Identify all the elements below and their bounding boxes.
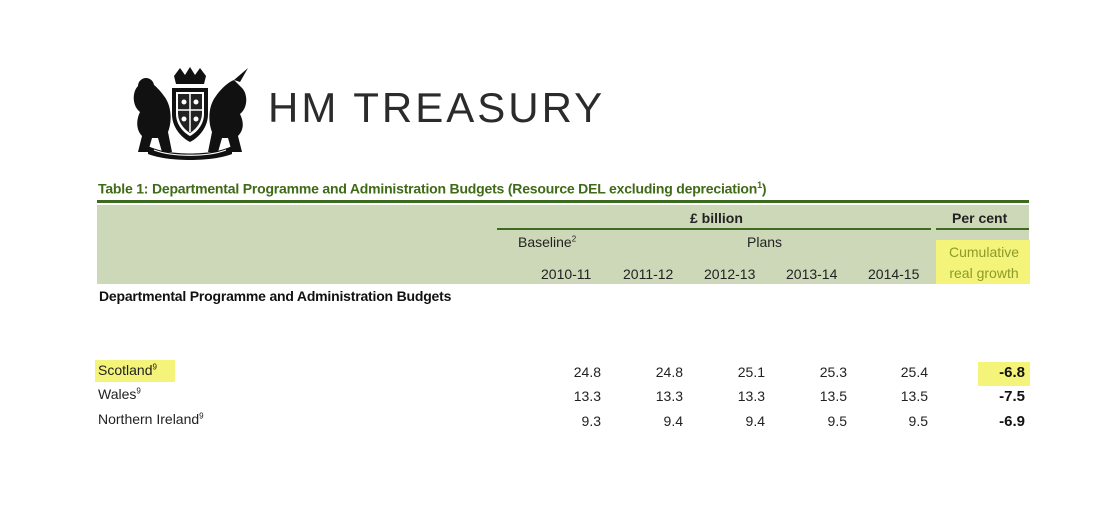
- table-cell: 9.4: [663, 413, 683, 429]
- year-header: 2010-11: [541, 266, 592, 282]
- baseline-label-text: Baseline: [518, 234, 572, 250]
- table-cell: 13.5: [900, 388, 928, 404]
- table-header-band: [97, 205, 1029, 284]
- table-cell: 13.5: [819, 388, 847, 404]
- table-cell: 13.3: [655, 388, 683, 404]
- growth-value: -6.8: [999, 364, 1025, 381]
- year-header: 2013-14: [786, 266, 838, 282]
- row-label-text: Wales: [98, 386, 137, 402]
- baseline-footnote: 2: [571, 234, 577, 244]
- billion-underline: [497, 228, 931, 230]
- royal-coat-of-arms-icon: [128, 66, 252, 160]
- growth-value: -6.9: [999, 413, 1025, 430]
- row-label: Scotland9: [98, 362, 157, 378]
- table-title-text: Table 1: Departmental Programme and Admi…: [98, 180, 758, 197]
- row-label-highlight: [95, 360, 175, 382]
- table-cell: 25.4: [900, 364, 928, 380]
- table-cell: 24.8: [573, 364, 601, 380]
- plans-label: Plans: [747, 234, 783, 250]
- unit-label: £ billion: [690, 210, 743, 226]
- year-header: 2012-13: [704, 266, 756, 282]
- year-header: 2011-12: [623, 266, 674, 282]
- table-title-close: ): [761, 180, 767, 197]
- logo-wordmark: HM TREASURY: [268, 84, 606, 131]
- row-label-text: Scotland: [98, 362, 153, 378]
- row-label-footnote: 9: [152, 362, 157, 372]
- table-title-footnote: 1: [757, 180, 762, 190]
- percent-underline: [936, 228, 1029, 230]
- growth-label-line1: Cumulative: [948, 244, 1020, 260]
- table-cell: 9.3: [581, 413, 601, 429]
- growth-label-line2: real growth: [949, 265, 1019, 281]
- percent-label: Per cent: [952, 210, 1008, 226]
- row-label-text: Northern Ireland: [98, 411, 200, 427]
- row-label: Wales9: [98, 386, 141, 402]
- row-label: Northern Ireland9: [98, 411, 204, 427]
- growth-label-highlight: [936, 240, 1030, 284]
- table-cell: 13.3: [573, 388, 601, 404]
- year-header: 2014-15: [868, 266, 920, 282]
- table-title: Table 1: Departmental Programme and Admi…: [98, 180, 767, 197]
- growth-value: -7.5: [999, 388, 1025, 405]
- table-cell: 25.1: [737, 364, 765, 380]
- table-cell: 25.3: [819, 364, 847, 380]
- baseline-label: Baseline2: [518, 234, 576, 250]
- table-cell: 9.5: [908, 413, 928, 429]
- top-rule: [97, 200, 1029, 203]
- section-label: Departmental Programme and Administratio…: [99, 288, 452, 304]
- growth-value-highlight: [978, 362, 1030, 386]
- table-cell: 9.5: [827, 413, 847, 429]
- table-cell: 13.3: [737, 388, 765, 404]
- table-cell: 9.4: [745, 413, 765, 429]
- row-label-footnote: 9: [136, 386, 141, 396]
- table-cell: 24.8: [655, 364, 683, 380]
- row-label-footnote: 9: [199, 411, 204, 421]
